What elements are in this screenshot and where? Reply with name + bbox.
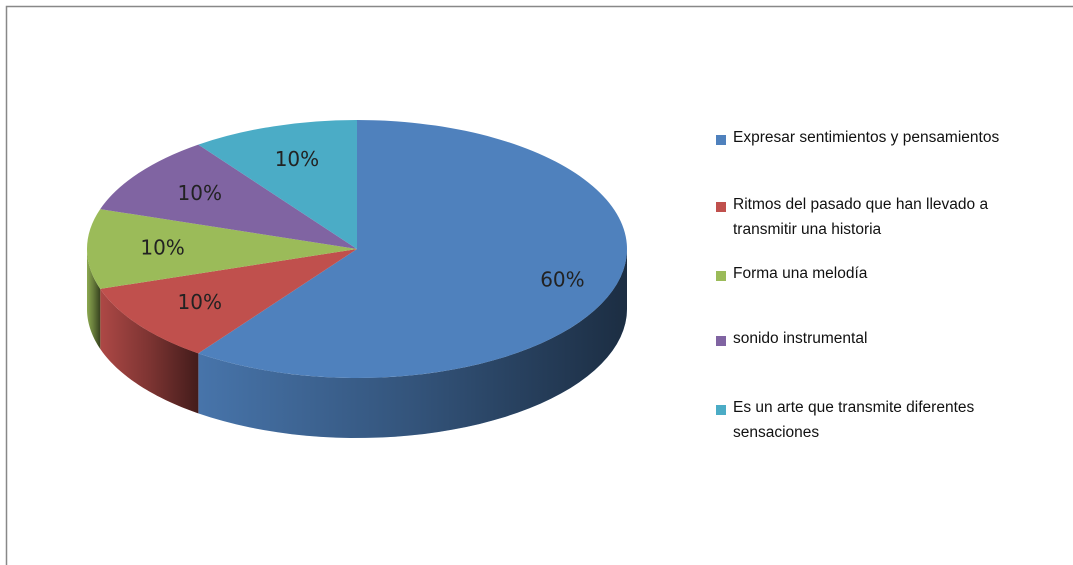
legend-swatch xyxy=(716,405,726,415)
chart-frame xyxy=(5,5,1073,565)
legend-label: Ritmos del pasado que han llevado a tran… xyxy=(733,196,989,238)
data-label: 10% xyxy=(275,147,319,171)
slice xyxy=(87,209,357,289)
legend-item: Forma una melodía xyxy=(716,265,1046,286)
slice xyxy=(198,120,357,249)
slice-side-shade xyxy=(100,288,199,414)
legend-label: sonido instrumental xyxy=(733,330,868,347)
legend-swatch xyxy=(716,271,726,281)
legend-swatch xyxy=(716,336,726,346)
legend-swatch xyxy=(716,135,726,145)
data-label: 10% xyxy=(178,290,222,314)
slice xyxy=(100,144,358,249)
legend-label: Es un arte que transmite diferentes sens… xyxy=(733,399,975,441)
data-label: 10% xyxy=(140,236,184,260)
legend-label: Expresar sentimientos y pensamientos xyxy=(733,129,1000,146)
slice-side-shade xyxy=(198,249,628,438)
slice xyxy=(100,249,358,354)
data-label: 60% xyxy=(540,267,584,291)
legend-item: Ritmos del pasado que han llevado a tran… xyxy=(716,196,1046,242)
legend-item: Es un arte que transmite diferentes sens… xyxy=(716,399,1046,445)
legend-item: Expresar sentimientos y pensamientos xyxy=(716,129,1046,150)
legend-item: sonido instrumental xyxy=(716,330,1046,351)
slice-side-shade xyxy=(87,249,101,349)
legend-swatch xyxy=(716,202,726,212)
slice xyxy=(198,120,628,378)
data-label: 10% xyxy=(178,181,222,205)
legend-label: Forma una melodía xyxy=(733,265,868,282)
